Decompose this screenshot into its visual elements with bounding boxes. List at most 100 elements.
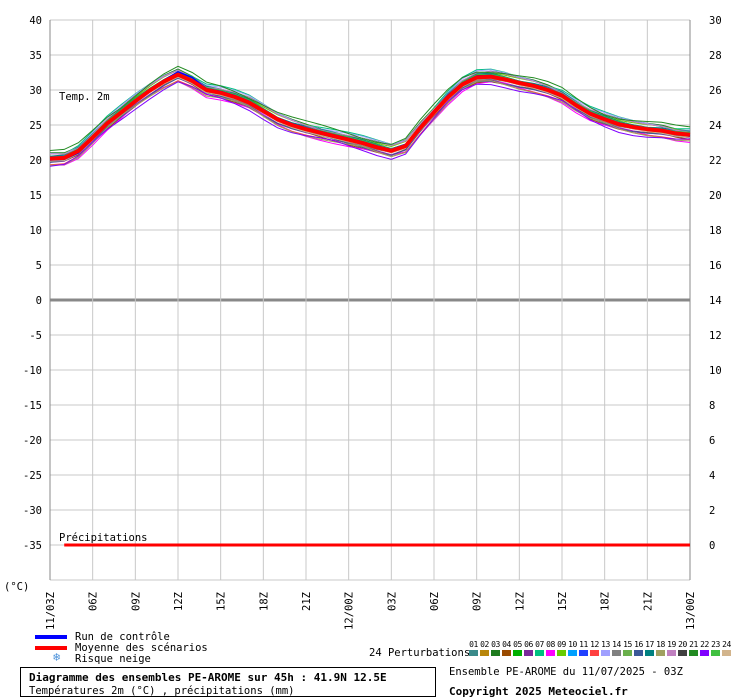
perturbation-swatch bbox=[480, 650, 489, 656]
perturbation-number: 06 bbox=[524, 640, 533, 649]
y-axis-left: 40 35 30 25 20 15 10 5 0 -5 -10 -15 -20 -25 -30 -35 bbox=[23, 15, 42, 552]
x-tick: 09Z bbox=[130, 592, 142, 611]
perturbation-number: 15 bbox=[623, 640, 632, 649]
x-tick: 13/00Z bbox=[685, 592, 697, 630]
y-right-tick: 0 bbox=[709, 540, 715, 552]
perturbation-number: 17 bbox=[645, 640, 654, 649]
y-right-tick: 4 bbox=[709, 470, 715, 482]
perturbation-swatch bbox=[557, 650, 566, 656]
x-tick: 21Z bbox=[642, 592, 654, 611]
x-tick: 11/03Z bbox=[45, 592, 57, 630]
perturbation-number: 24 bbox=[722, 640, 731, 649]
perturbation-number: 10 bbox=[568, 640, 577, 649]
x-tick: 15Z bbox=[557, 592, 569, 611]
legend-mean-label: Moyenne des scénarios bbox=[75, 642, 208, 654]
perturbation-number: 21 bbox=[689, 640, 698, 649]
x-tick: 21Z bbox=[301, 592, 313, 611]
perturbation-swatch bbox=[502, 650, 511, 656]
legend-snow-label: Risque neige bbox=[75, 653, 151, 665]
y-right-tick: 6 bbox=[709, 435, 715, 447]
perturbation-number: 01 bbox=[469, 640, 478, 649]
perturbation-line bbox=[49, 77, 691, 163]
y-right-tick: 26 bbox=[709, 85, 722, 97]
y-right-tick: 22 bbox=[709, 155, 722, 167]
perturbation-number: 18 bbox=[656, 640, 665, 649]
y-left-tick: 25 bbox=[29, 120, 42, 132]
perturbation-swatch bbox=[601, 650, 610, 656]
y-left-tick: -35 bbox=[23, 540, 42, 552]
y-left-tick: 0 bbox=[36, 295, 42, 307]
y-left-tick: 40 bbox=[29, 15, 42, 27]
perturbation-swatch bbox=[656, 650, 665, 656]
perturbation-number: 23 bbox=[711, 640, 720, 649]
perturbation-swatch bbox=[535, 650, 544, 656]
y-right-tick: 10 bbox=[709, 365, 722, 377]
y-left-tick: -30 bbox=[23, 505, 42, 517]
perturbation-swatch bbox=[524, 650, 533, 656]
y-left-tick: 30 bbox=[29, 85, 42, 97]
perturbation-swatch bbox=[546, 650, 555, 656]
diagram-title: Diagramme des ensembles PE-AROME sur 45h… bbox=[29, 671, 387, 684]
perturbation-number: 08 bbox=[546, 640, 555, 649]
ensemble-info: Ensemble PE-AROME du 11/07/2025 - 03Z bbox=[449, 666, 683, 678]
legend: Run de contrôle Moyenne des scénarios ❄ … bbox=[35, 632, 235, 668]
perturbation-line bbox=[49, 69, 691, 155]
y-left-tick: 20 bbox=[29, 155, 42, 167]
x-tick: 06Z bbox=[429, 592, 441, 611]
y-left-tick: 5 bbox=[36, 260, 42, 272]
y-right-tick: 16 bbox=[709, 260, 722, 272]
y-right-tick: 2 bbox=[709, 505, 715, 517]
y-left-tick: -25 bbox=[23, 470, 42, 482]
y-right-tick: 28 bbox=[709, 50, 722, 62]
perturbation-line bbox=[49, 81, 691, 167]
diagram-subtitle: Températures 2m (°C) , précipitations (m… bbox=[29, 685, 295, 697]
y-right-tick: 20 bbox=[709, 190, 722, 202]
perturbation-swatch bbox=[678, 650, 687, 656]
x-tick: 18Z bbox=[600, 592, 612, 611]
x-tick: 12/00Z bbox=[344, 592, 356, 630]
perturbation-swatch bbox=[722, 650, 731, 656]
chart-grid bbox=[49, 19, 691, 581]
y-right-tick: 24 bbox=[709, 120, 722, 132]
perturbation-swatch bbox=[623, 650, 632, 656]
x-tick: 12Z bbox=[514, 592, 526, 611]
perturbation-swatch bbox=[689, 650, 698, 656]
y-left-tick: 35 bbox=[29, 50, 42, 62]
perturbation-number: 22 bbox=[700, 640, 709, 649]
perturbation-number: 02 bbox=[480, 640, 489, 649]
perturbation-number: 14 bbox=[612, 640, 621, 649]
y-left-tick: -5 bbox=[29, 330, 42, 342]
perturbation-number: 11 bbox=[579, 640, 588, 649]
perturbation-swatch bbox=[645, 650, 654, 656]
x-tick: 18Z bbox=[258, 592, 270, 611]
y-unit-label: (°C) bbox=[4, 581, 29, 593]
series-group bbox=[49, 65, 691, 547]
perturbation-number: 07 bbox=[535, 640, 544, 649]
perturbation-number: 09 bbox=[557, 640, 566, 649]
perturbation-number: 19 bbox=[667, 640, 676, 649]
perturbation-swatch bbox=[491, 650, 500, 656]
perturbation-number: 20 bbox=[678, 640, 687, 649]
y-left-tick: 10 bbox=[29, 225, 42, 237]
x-tick: 03Z bbox=[386, 592, 398, 611]
perturbation-number: 03 bbox=[491, 640, 500, 649]
y-left-tick: -20 bbox=[23, 435, 42, 447]
info-box: Diagramme des ensembles PE-AROME sur 45h… bbox=[20, 667, 436, 697]
perturbation-number: 13 bbox=[601, 640, 610, 649]
legend-mean-swatch bbox=[35, 646, 67, 650]
perturbation-swatch bbox=[667, 650, 676, 656]
x-tick: 15Z bbox=[216, 592, 228, 611]
perturbation-swatch bbox=[469, 650, 478, 656]
y-right-tick: 30 bbox=[709, 15, 722, 27]
x-axis: 11/03Z 06Z 09Z 12Z 15Z 18Z 21Z 12/00Z 03Z 06Z 09Z 1… bbox=[45, 592, 697, 630]
x-tick: 12Z bbox=[173, 592, 185, 611]
y-left-tick: -15 bbox=[23, 400, 42, 412]
y-right-tick: 14 bbox=[709, 295, 722, 307]
y-right-tick: 18 bbox=[709, 225, 722, 237]
perturbation-number: 16 bbox=[634, 640, 643, 649]
mean-line bbox=[49, 72, 691, 161]
perturbation-swatch bbox=[700, 650, 709, 656]
precip-label: Précipitations bbox=[59, 532, 148, 544]
perturbation-swatch bbox=[513, 650, 522, 656]
